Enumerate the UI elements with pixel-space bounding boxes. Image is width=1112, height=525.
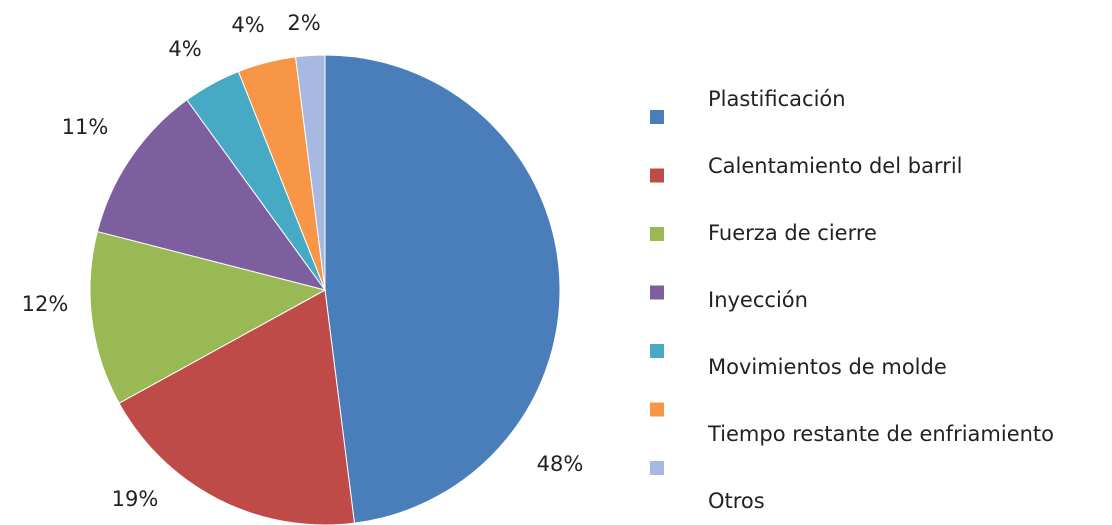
legend-label: Plastificación: [708, 87, 846, 111]
legend-swatch: [650, 461, 664, 475]
legend-label: Calentamiento del barril: [708, 154, 963, 178]
pie-slice: [96, 99, 327, 291]
data-label: 4%: [168, 37, 201, 61]
legend-label: Otros: [708, 489, 765, 513]
legend-swatch: [650, 110, 664, 124]
data-label: 48%: [537, 452, 584, 476]
legend-label: Inyección: [708, 288, 808, 312]
legend-label: Fuerza de cierre: [708, 221, 877, 245]
legend-swatch: [650, 168, 664, 183]
pie-slice: [324, 54, 561, 524]
pie-slice: [294, 54, 326, 291]
pie-slice: [89, 230, 327, 404]
data-label: 4%: [231, 13, 264, 37]
data-label: 12%: [22, 292, 69, 316]
legend-label: Movimientos de molde: [708, 355, 947, 379]
data-label: 2%: [287, 11, 320, 35]
data-label: 11%: [62, 115, 109, 139]
legend-label: Tiempo restante de enfriamiento: [707, 422, 1054, 446]
legend-swatch: [650, 227, 664, 241]
legend-swatch: [650, 285, 664, 300]
data-label: 19%: [112, 487, 159, 511]
legend-swatch: [650, 344, 664, 358]
legend-swatch: [650, 402, 664, 417]
